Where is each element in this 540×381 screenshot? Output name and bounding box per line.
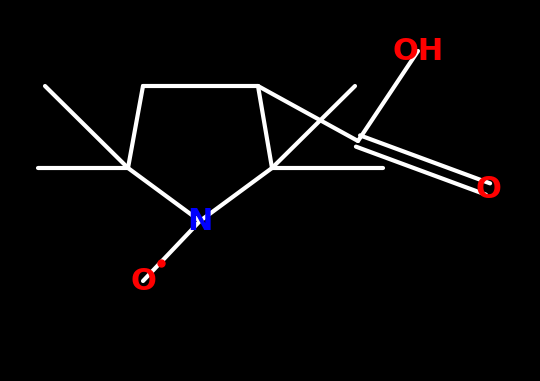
Text: N: N: [187, 207, 213, 235]
Text: OH: OH: [393, 37, 444, 66]
Text: O: O: [475, 174, 501, 203]
Text: O: O: [130, 266, 156, 296]
